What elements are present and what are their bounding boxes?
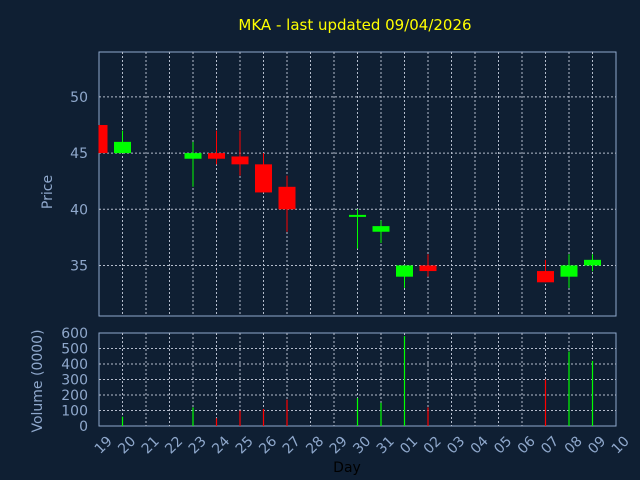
candle-19 [98,125,108,154]
candle-body [396,265,413,277]
x-tick-label: 28 [303,433,327,457]
candle-body [114,141,131,154]
x-tick-label: 02 [421,433,445,457]
x-tick-label: 10 [609,433,633,457]
candle-body [255,164,272,193]
candle-24 [208,130,225,165]
candle-body [349,214,366,217]
volume-tick-label: 500 [61,342,88,358]
candle-30 [349,209,366,249]
candle-02 [419,254,437,277]
candle-09 [584,254,601,272]
x-tick-label: 09 [585,433,609,457]
price-tick-label: 45 [70,146,88,162]
x-tick-label: 25 [233,433,257,457]
x-tick-label: 03 [444,433,468,457]
volume-tick-label: 400 [61,357,88,373]
price-tick-label: 40 [70,202,88,218]
candle-body [419,265,437,272]
candle-26 [255,153,272,193]
candle-body [208,153,225,159]
x-tick-label: 29 [327,433,351,457]
price-axis-label: Price [40,175,56,209]
candle-07 [537,259,554,283]
x-tick-label: 06 [515,433,539,457]
candle-body [231,156,249,165]
x-tick-label: 31 [374,433,398,457]
price-panel: 35 40 45 50 Price [40,51,617,317]
volume-tick-label: 0 [79,419,88,435]
candle-body [372,226,390,232]
candle-body [560,265,578,277]
x-tick-label: 08 [562,433,586,457]
volume-tick-label: 600 [61,326,88,342]
x-tick-label: 23 [186,433,210,457]
candle-20 [114,130,131,154]
candle-08 [560,254,578,288]
x-tick-label: 19 [92,433,116,457]
candle-31 [372,220,390,243]
candle-body [278,186,296,210]
price-tick-label: 35 [70,258,88,274]
candle-01 [396,265,413,288]
x-tick-label: 24 [209,433,233,457]
candle-25 [231,130,249,176]
candle-body [184,153,202,159]
x-tick-label: 22 [162,433,186,457]
x-tick-label: 07 [538,433,562,457]
candle-23 [184,141,202,187]
candle-body [584,259,601,266]
price-gridlines [99,52,616,316]
x-tick-label: 30 [350,433,374,457]
x-tick-label: 04 [468,433,492,457]
volume-tick-label: 300 [61,373,88,389]
price-tick-label: 50 [70,90,88,106]
x-tick-label: 05 [491,433,515,457]
volume-axis-label: Volume (0000) [30,329,46,432]
chart-title: MKA - last updated 09/04/2026 [238,16,471,34]
candle-body [537,271,554,283]
candle-27 [278,175,296,232]
volume-tick-label: 200 [61,388,88,404]
volume-tick-label: 100 [61,404,88,420]
x-tick-label: 20 [115,433,139,457]
x-tick-label: 27 [280,433,304,457]
x-tick-label: 21 [139,433,163,457]
x-tick-label: 26 [256,433,280,457]
volume-bars [121,336,594,426]
x-tick-labels: 19 20 21 22 23 24 25 26 27 28 29 30 31 01 02 03 04 05 06 07… [92,433,633,457]
x-axis-label: Day [333,460,361,476]
x-tick-label: 01 [397,433,421,457]
price-y-ticks: 35 40 45 50 [70,90,88,275]
candles [98,125,601,288]
candle-body [99,125,108,154]
